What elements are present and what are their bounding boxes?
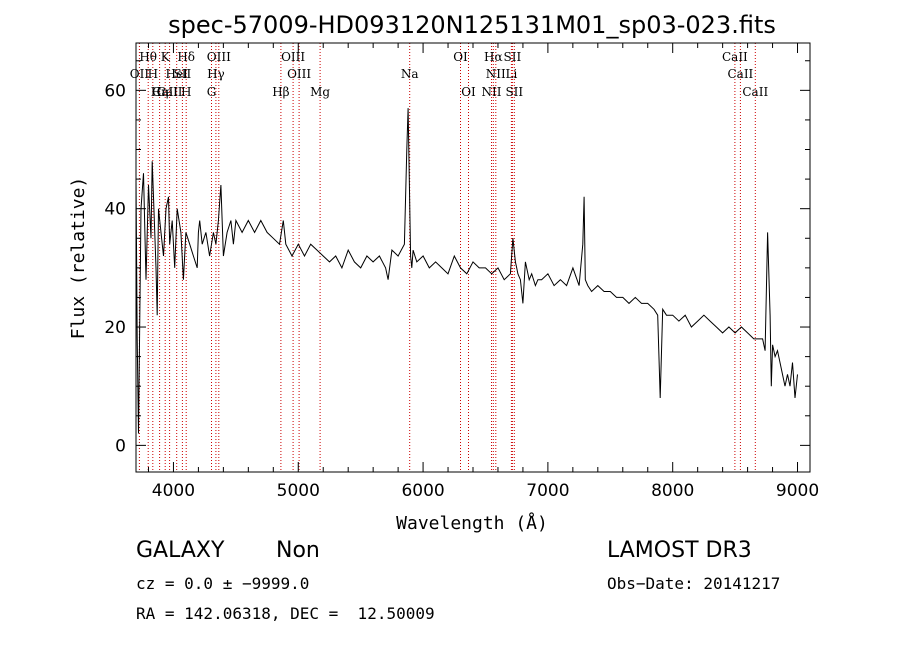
x-axis-label: Wavelength (Å)	[396, 512, 548, 534]
x-tick-label: 8000	[651, 481, 694, 501]
line-label: HeI	[166, 67, 189, 81]
line-label: CaII	[727, 67, 753, 81]
object-class: GALAXY	[136, 538, 225, 563]
line-label: OI	[461, 85, 476, 99]
line-label: OIII	[207, 50, 231, 64]
line-label: SII	[174, 67, 192, 81]
line-label: NII	[486, 67, 506, 81]
line-label: OII	[130, 67, 150, 81]
y-tick-label: 20	[104, 318, 126, 338]
line-label: OIII	[281, 50, 305, 64]
x-tick-label: 9000	[776, 481, 819, 501]
line-label: Hθ	[139, 50, 157, 64]
x-tick-label: 7000	[526, 481, 569, 501]
chart-title: spec-57009-HD093120N125131M01_sp03-023.f…	[168, 11, 776, 39]
line-label: H	[181, 85, 191, 99]
line-label: Mg	[310, 85, 330, 99]
y-axis-label: Flux (relative)	[68, 177, 89, 340]
plot-frame	[135, 42, 811, 473]
line-label: Na	[401, 67, 419, 81]
line-label: CaII	[722, 50, 748, 64]
x-tick-label: 5000	[277, 481, 320, 501]
line-label: SII	[505, 85, 523, 99]
y-tick-label: 40	[104, 200, 126, 220]
spectrum-line	[135, 108, 798, 434]
line-label: G	[207, 85, 217, 99]
line-label: Hα	[484, 50, 503, 64]
line-label: CaII	[157, 85, 183, 99]
survey-name: LAMOST DR3	[607, 538, 752, 563]
line-label: SII	[504, 50, 522, 64]
line-label: Hγ	[207, 67, 225, 81]
y-tick-label: 0	[115, 436, 126, 456]
line-label: CaII	[742, 85, 768, 99]
y-tick-label: 60	[104, 81, 126, 101]
line-label: Li	[505, 67, 517, 81]
line-label: H	[148, 67, 158, 81]
redshift-info: cz = 0.0 ± −9999.0	[136, 574, 310, 593]
x-axis-ticks: 4000 5000 6000 7000 8000 9000	[147, 43, 819, 501]
line-label: CaII	[152, 85, 178, 99]
line-label: OIII	[287, 67, 311, 81]
observation-date: Obs−Date: 20141217	[607, 574, 781, 593]
emission-line-markers	[138, 43, 756, 472]
line-label: Hβ	[272, 85, 289, 99]
object-subclass: Non	[276, 538, 320, 563]
x-tick-label: 6000	[401, 481, 444, 501]
y-axis-ticks: 0 20 40 60	[104, 60, 810, 456]
coordinates: RA = 142.06318, DEC = 12.50009	[136, 604, 435, 623]
line-label: Hδ	[177, 50, 195, 64]
line-label: K	[161, 50, 171, 64]
x-tick-label: 4000	[152, 481, 195, 501]
line-label: Hη	[151, 85, 169, 99]
line-label: OI	[453, 50, 468, 64]
line-label: NII	[482, 85, 502, 99]
